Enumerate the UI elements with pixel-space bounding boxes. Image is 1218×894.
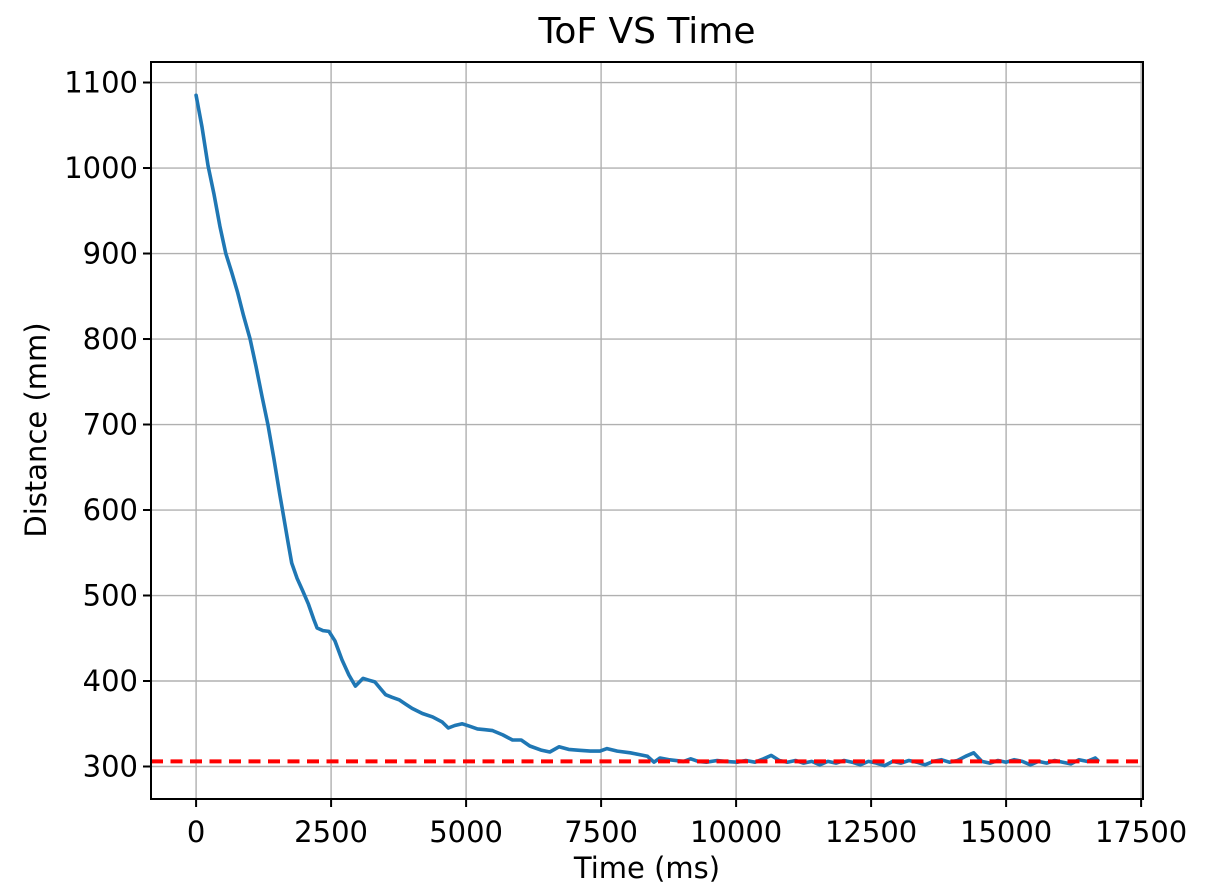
y-tick-label: 800 (83, 322, 138, 356)
x-axis-label: Time (ms) (573, 851, 720, 885)
y-tick-label: 1100 (64, 66, 138, 100)
x-tick-label: 0 (187, 815, 205, 849)
y-axis-label: Distance (mm) (19, 322, 53, 537)
y-tick-label: 1000 (64, 151, 138, 185)
y-tick-label: 700 (83, 408, 138, 442)
x-tick-label: 17500 (1095, 815, 1187, 849)
y-tick-label: 300 (83, 750, 138, 784)
y-tick-label: 600 (83, 493, 138, 527)
x-tick-label: 5000 (429, 815, 503, 849)
x-tick-label: 2500 (294, 815, 368, 849)
grid (151, 62, 1143, 799)
plot-border (150, 61, 1144, 800)
y-tick-label: 500 (83, 579, 138, 613)
data-line (194, 93, 1100, 768)
x-tick-label: 7500 (564, 815, 638, 849)
chart-title: ToF VS Time (537, 11, 755, 52)
x-tick-label: 15000 (960, 815, 1052, 849)
y-tick-label: 900 (83, 237, 138, 271)
x-tick-label: 12500 (825, 815, 917, 849)
plot-generated-content: 0 2500 5000 7500 10000 12500 15000 17500 300 400 5… (64, 61, 1187, 849)
y-tick-label: 400 (83, 664, 138, 698)
x-tick-label: 10000 (690, 815, 782, 849)
